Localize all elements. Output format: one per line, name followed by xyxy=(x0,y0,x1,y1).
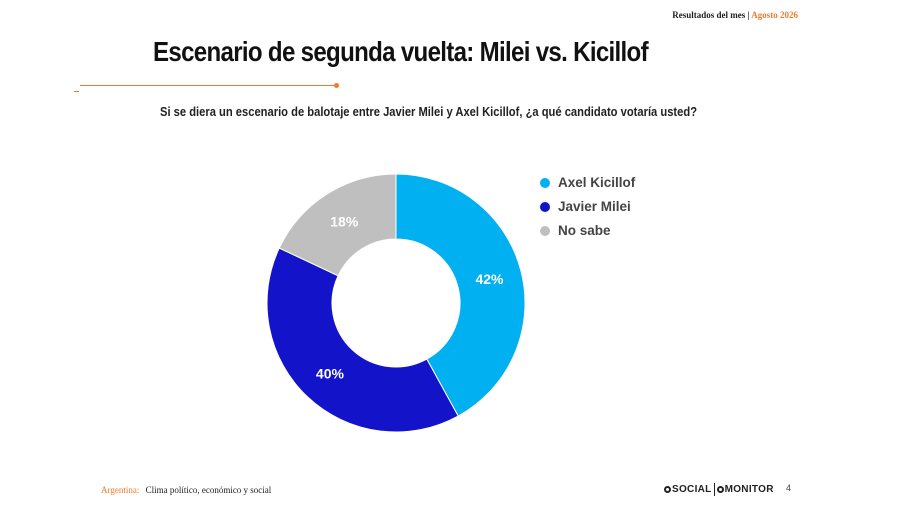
header-tag-left: Resultados del mes xyxy=(672,10,746,20)
slice-kicillof xyxy=(395,173,526,417)
survey-question: Si se diera un escenario de balotaje ent… xyxy=(160,104,698,119)
social-logo-icon xyxy=(664,485,671,493)
social-logo: SOCIAL xyxy=(672,483,712,495)
slice-no-sabe xyxy=(278,173,397,277)
chart-legend: Axel Kicillof Javier Milei No sabe xyxy=(540,174,650,246)
title-underline-tick xyxy=(74,91,79,92)
header-tag-right: Agosto 2026 xyxy=(751,10,798,20)
legend-swatch xyxy=(540,178,550,188)
footer-country: Argentina: xyxy=(101,485,140,495)
slice-value-label: 42% xyxy=(475,271,504,287)
slice-value-label: 40% xyxy=(316,365,345,381)
legend-label: Axel Kicillof xyxy=(558,175,636,190)
title-underline xyxy=(80,85,336,86)
footer-caption: Argentina: Clima político, económico y s… xyxy=(101,485,271,495)
legend-label: No sabe xyxy=(558,223,611,238)
logo-divider xyxy=(713,482,715,496)
monitor-logo: MONITOR xyxy=(724,483,774,495)
legend-item-kicillof: Axel Kicillof xyxy=(540,174,650,192)
legend-label: Javier Milei xyxy=(558,199,631,214)
legend-swatch xyxy=(540,202,550,212)
slice-value-label: 18% xyxy=(330,214,359,230)
legend-swatch xyxy=(540,226,550,236)
legend-item-milei: Javier Milei xyxy=(540,198,650,216)
slice-milei xyxy=(266,247,459,433)
legend-item-no-sabe: No sabe xyxy=(540,222,650,240)
footer-subtitle: Clima político, económico y social xyxy=(145,485,272,495)
page-title: Escenario de segunda vuelta: Milei vs. K… xyxy=(153,36,649,67)
monitor-logo-icon xyxy=(716,485,724,493)
header-tag-separator: | xyxy=(747,10,750,20)
title-underline-dot xyxy=(334,83,339,88)
page-number: 4 xyxy=(786,483,792,493)
header-tag: Resultados del mes | Agosto 2026 xyxy=(672,10,798,20)
footer-logos: SOCIAL MONITOR xyxy=(664,481,774,497)
